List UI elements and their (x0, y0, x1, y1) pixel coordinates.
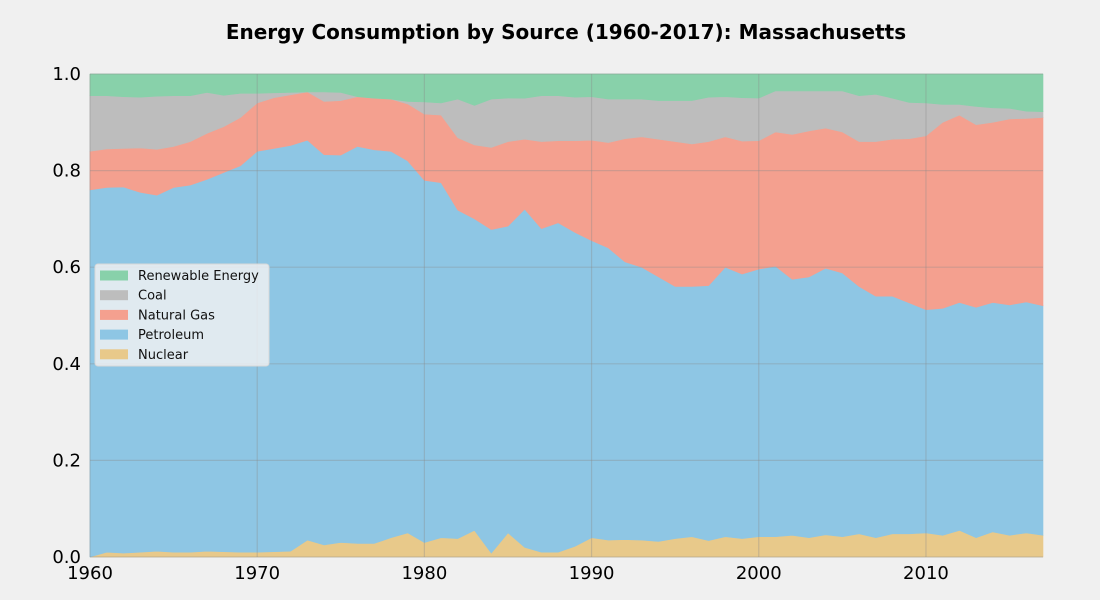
x-tick-label: 2010 (903, 563, 949, 584)
y-tick-label: 1.0 (52, 64, 81, 85)
y-tick-label: 0.2 (52, 450, 81, 471)
legend: Renewable Energy Coal Natural Gas Petroleum… (94, 263, 270, 367)
y-tick-label: 0.8 (52, 161, 81, 182)
x-axis-ticks: 1960 1970 1980 1990 2000 2010 (67, 563, 949, 584)
legend-box (94, 263, 270, 367)
chart-title: Energy Consumption by Source (1960-2017)… (226, 20, 906, 44)
x-tick-label: 1970 (234, 563, 280, 584)
x-tick-label: 1990 (569, 563, 615, 584)
legend-swatch (100, 329, 128, 340)
area-renewable-energy (89, 73, 1044, 113)
x-tick-label: 1960 (67, 563, 113, 584)
y-tick-label: 0.4 (52, 354, 81, 375)
y-axis-ticks: 0.0 0.2 0.4 0.6 0.8 1.0 (52, 64, 81, 568)
stacked-areas (89, 73, 1044, 558)
legend-label: Natural Gas (138, 308, 215, 323)
y-tick-label: 0.6 (52, 257, 81, 278)
x-tick-label: 1980 (401, 563, 447, 584)
legend-swatch (100, 309, 128, 320)
legend-swatch (100, 349, 128, 360)
legend-swatch (100, 270, 128, 281)
legend-label: Renewable Energy (138, 269, 259, 284)
y-tick-label: 0.0 (52, 547, 81, 568)
legend-swatch (100, 290, 128, 301)
legend-label: Coal (138, 289, 167, 304)
legend-label: Nuclear (138, 348, 189, 363)
x-tick-label: 2000 (736, 563, 782, 584)
legend-label: Petroleum (138, 328, 204, 343)
